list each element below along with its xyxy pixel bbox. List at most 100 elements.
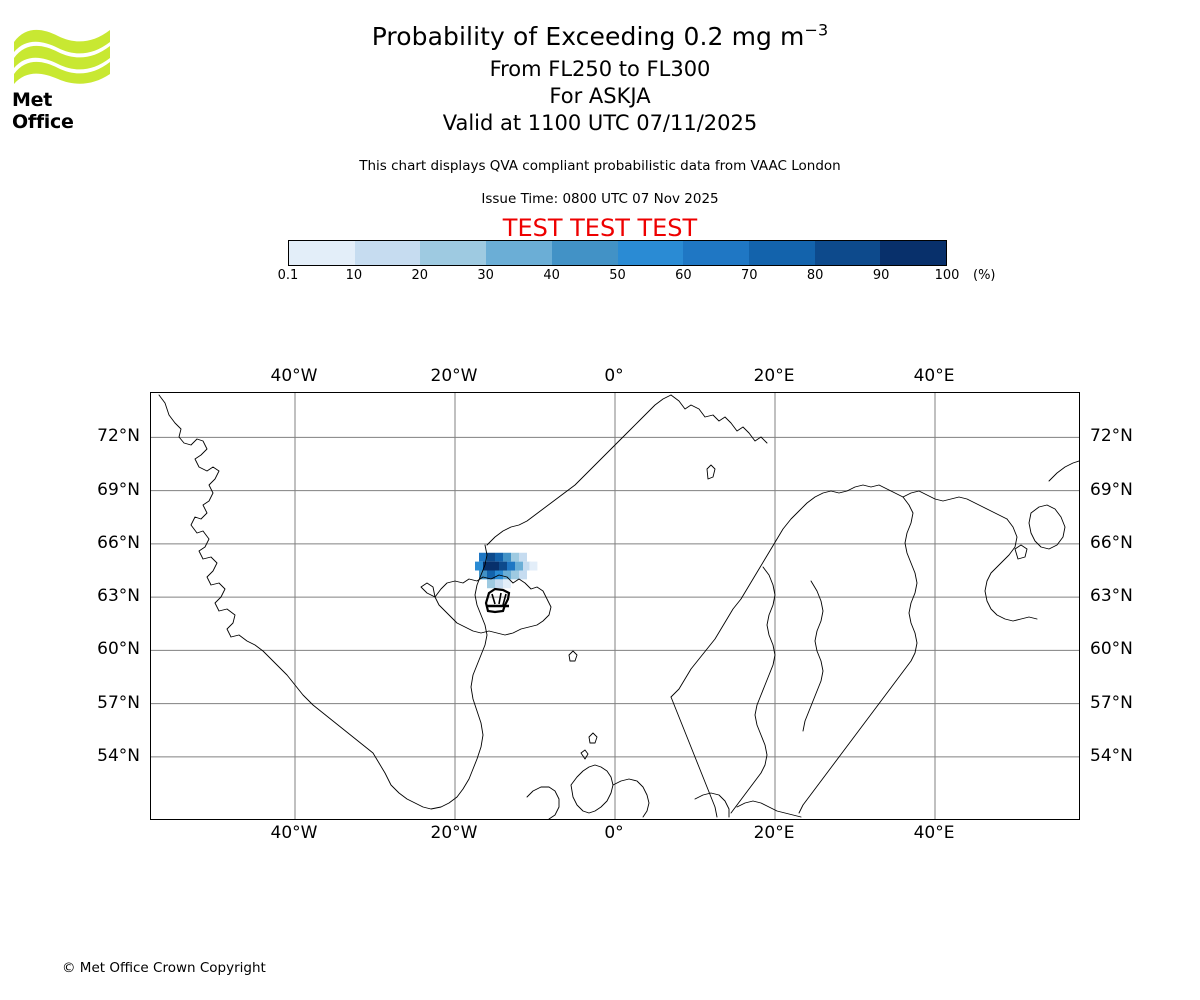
plume-cell	[523, 561, 531, 571]
ireland-coastline	[526, 786, 560, 819]
plume-cell	[495, 579, 503, 589]
latitude-tick-label: 72°N	[97, 426, 140, 447]
colorbar-tick-label: 30	[477, 268, 494, 283]
latitude-tick-label: 69°N	[97, 479, 140, 500]
flight-level-subtitle: From FL250 to FL300	[489, 57, 711, 81]
iceland-westfjords	[420, 582, 436, 598]
plume-cell	[519, 552, 527, 562]
scotland-coastline	[570, 764, 614, 814]
colorbar-tick-label: 100	[934, 268, 960, 283]
coastlines	[158, 394, 1079, 819]
england-east-coast	[612, 778, 650, 818]
colorbar-band	[354, 241, 421, 265]
longitude-tick-label: 20°E	[753, 366, 795, 386]
colorbar-band	[486, 241, 552, 265]
colorbar-band	[814, 241, 881, 265]
latitude-tick-label: 63°N	[1090, 586, 1133, 607]
chart-title-block: Probability of Exceeding 0.2 mg m−3 From…	[0, 20, 1200, 134]
bothnia-coast-west	[730, 566, 776, 814]
met-office-logo-text: Met Office	[12, 89, 74, 133]
plume-cell	[475, 561, 483, 571]
plume-cell	[529, 561, 538, 571]
ash-plume-layer	[475, 552, 538, 589]
probability-colorbar	[288, 240, 947, 266]
plume-cell	[487, 579, 495, 589]
colorbar-band	[748, 241, 815, 265]
white-sea-coast	[984, 518, 1038, 622]
colorbar-band	[683, 241, 749, 265]
latitude-tick-label: 66°N	[97, 532, 140, 553]
colorbar-tick-label: 70	[741, 268, 758, 283]
finland-russia-border-coast	[798, 496, 918, 814]
longitude-tick-label: 40°E	[913, 823, 955, 843]
latitude-tick-label: 60°N	[1090, 639, 1133, 660]
iceland-coastline	[434, 574, 552, 636]
colorbar-band	[880, 241, 947, 265]
latitude-tick-label: 54°N	[1090, 745, 1133, 766]
plume-cell	[487, 570, 495, 580]
plume-cell	[511, 570, 519, 580]
plume-cell	[503, 552, 511, 562]
latitude-tick-label: 63°N	[97, 586, 140, 607]
volcano-subtitle: For ASKJA	[549, 84, 651, 108]
denmark-coastline	[694, 792, 730, 818]
colorbar-tick-label: 0.1	[277, 268, 299, 283]
kanin-island	[1028, 504, 1066, 550]
shetland-islands	[588, 732, 598, 744]
longitude-tick-label: 40°E	[913, 366, 955, 386]
colorbar-band	[420, 241, 487, 265]
colorbar-tick-label: 10	[345, 268, 363, 283]
latitude-tick-label: 54°N	[97, 745, 140, 766]
colorbar-tick-label: 80	[806, 268, 824, 283]
longitude-tick-label: 40°W	[270, 366, 318, 386]
map-gridlines	[151, 393, 1079, 819]
qva-disclaimer-text: This chart displays QVA compliant probab…	[359, 158, 841, 174]
colorbar-tick-label: 40	[543, 268, 560, 283]
page-title: Probability of Exceeding 0.2 mg m−3	[0, 20, 1200, 51]
test-banner: TEST TEST TEST	[502, 214, 698, 242]
greenland-east-coast	[486, 394, 672, 546]
latitude-tick-label: 72°N	[1090, 426, 1133, 447]
latitude-tick-label: 57°N	[1090, 692, 1133, 713]
askja-source-polygon	[484, 587, 511, 614]
colorbar-tick-label: 20	[411, 268, 429, 283]
greenland-coastline	[158, 394, 488, 810]
longitude-tick-label: 0°	[604, 366, 624, 386]
jan-mayen-island	[706, 464, 716, 480]
map-panel[interactable]	[150, 392, 1080, 820]
longitude-tick-label: 20°W	[430, 823, 478, 843]
latitude-tick-label: 66°N	[1090, 532, 1133, 553]
copyright-notice: © Met Office Crown Copyright	[62, 960, 266, 976]
finland-east-coast	[802, 580, 824, 732]
plume-cell	[515, 561, 523, 571]
plume-cell	[495, 552, 503, 562]
sweden-west-coast	[670, 696, 718, 818]
baltic-south-coast	[736, 800, 802, 818]
longitude-tick-label: 20°W	[430, 366, 478, 386]
orkney-islands	[580, 749, 589, 760]
colorbar-tick-label: 50	[609, 268, 626, 283]
plume-cell	[503, 579, 511, 589]
latitude-tick-label: 57°N	[97, 692, 140, 713]
page-title-exponent: −3	[804, 20, 829, 40]
plume-cell	[507, 561, 515, 571]
map-canvas	[151, 393, 1079, 819]
plume-cell	[487, 552, 495, 562]
arctic-small-island	[1014, 544, 1028, 560]
colorbar-tick-label: 60	[675, 268, 692, 283]
ne-arctic-coast	[1048, 460, 1079, 482]
faroe-islands	[568, 650, 578, 662]
met-office-logo: Met Office	[12, 22, 112, 133]
longitude-tick-label: 40°W	[270, 823, 318, 843]
latitude-tick-label: 60°N	[97, 639, 140, 660]
colorbar-bands	[288, 240, 947, 266]
issue-time-text: Issue Time: 0800 UTC 07 Nov 2025	[481, 191, 719, 207]
plume-cell	[483, 561, 491, 571]
plume-cell	[491, 561, 499, 571]
plume-cell	[519, 570, 527, 580]
kola-peninsula-coast	[902, 490, 1008, 520]
norway-west-coast	[670, 484, 904, 698]
colorbar-tick-label: 90	[872, 268, 890, 283]
page-title-text: Probability of Exceeding 0.2 mg m	[371, 22, 805, 51]
colorbar-band	[551, 241, 618, 265]
